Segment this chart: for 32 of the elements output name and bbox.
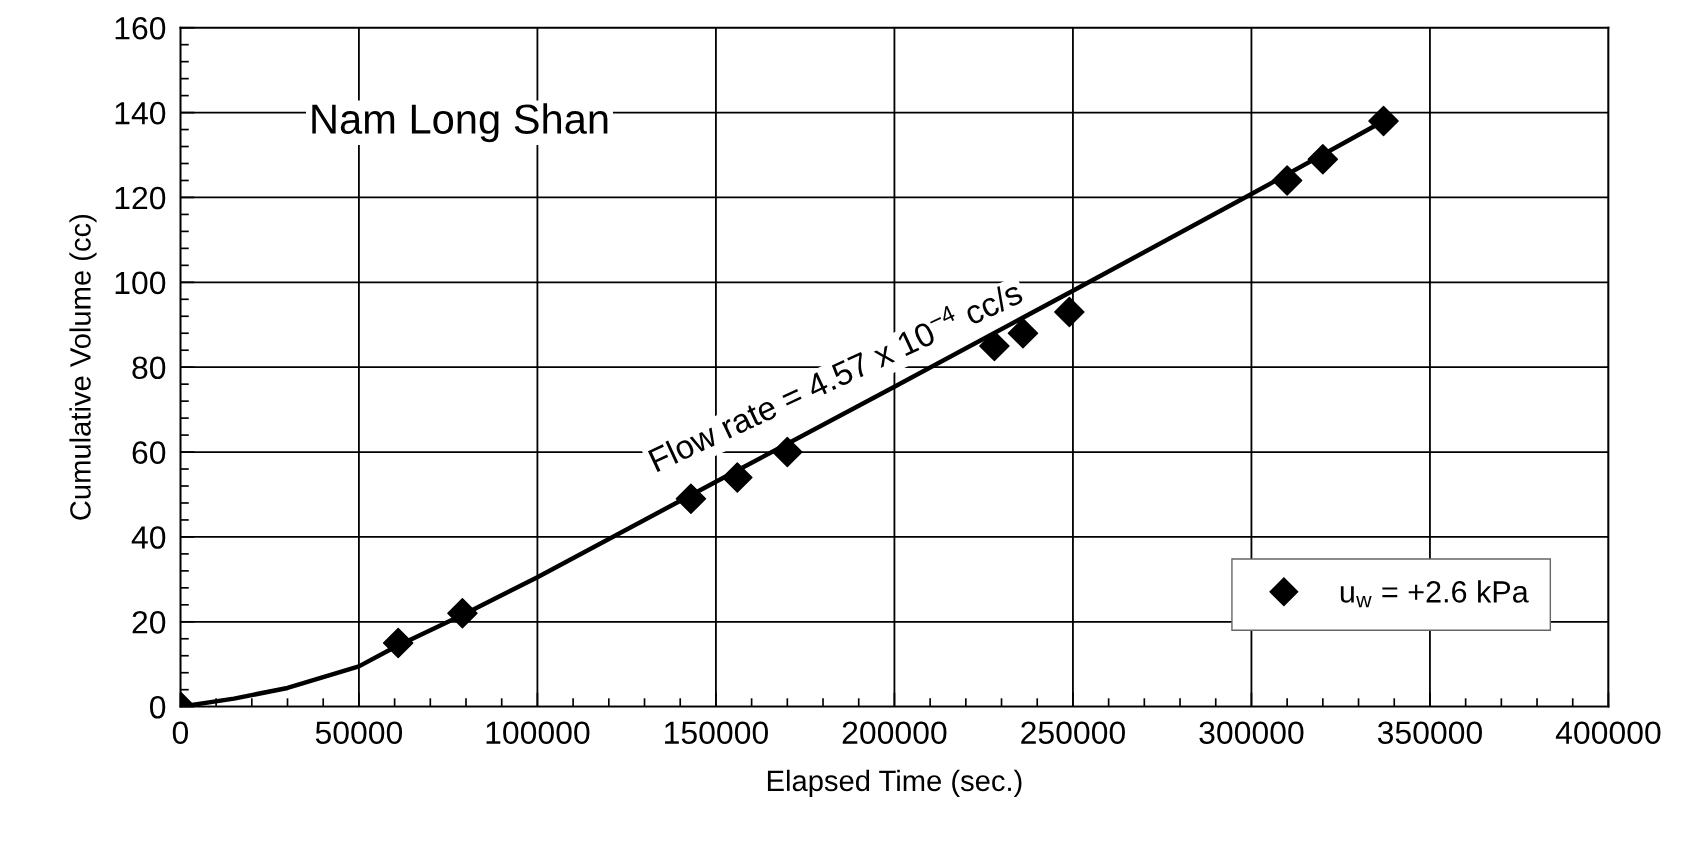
y-tick-label: 140 <box>115 101 166 125</box>
y-tick-label: 20 <box>132 611 166 634</box>
x-axis-title: Elapsed Time (sec.) <box>767 769 1022 797</box>
y-tick-label: 120 <box>115 186 166 210</box>
y-tick-label: 0 <box>150 695 166 719</box>
x-tick-label: 200000 <box>842 721 947 745</box>
point <box>1368 105 1399 137</box>
x-tick-label: 100000 <box>486 721 590 745</box>
y-tick-label: 100 <box>115 271 166 295</box>
legend-label: u$_{w}$ = +2.6 kPa <box>1340 580 1529 608</box>
x-tick-label: 0 <box>172 721 189 745</box>
x-tick-label: 400000 <box>1555 721 1661 745</box>
point <box>675 483 707 514</box>
x-tick-label: 50000 <box>315 721 403 745</box>
point <box>979 330 1010 362</box>
y-tick-label: 160 <box>115 16 166 40</box>
point <box>382 627 414 659</box>
x-tick-label: 350000 <box>1377 721 1482 745</box>
x-tick-label: 300000 <box>1199 721 1304 745</box>
point <box>1054 296 1085 328</box>
point <box>722 462 753 493</box>
x-tick-label: 250000 <box>1021 721 1125 745</box>
x-tick-label: 150000 <box>665 721 768 745</box>
annotation: Nam Long Shan <box>312 103 608 143</box>
y-axis-title: Cumulative Volume (cc) <box>69 215 97 520</box>
y-tick-label: 40 <box>131 526 166 549</box>
point <box>1271 165 1303 196</box>
y-tick-label: 80 <box>132 356 166 380</box>
y-tick-label: 60 <box>132 441 166 464</box>
annotation: Flow rate = 4.57 x 10$^{−4}$ cc/s <box>645 275 1024 473</box>
point <box>1307 143 1339 175</box>
point <box>447 598 478 629</box>
